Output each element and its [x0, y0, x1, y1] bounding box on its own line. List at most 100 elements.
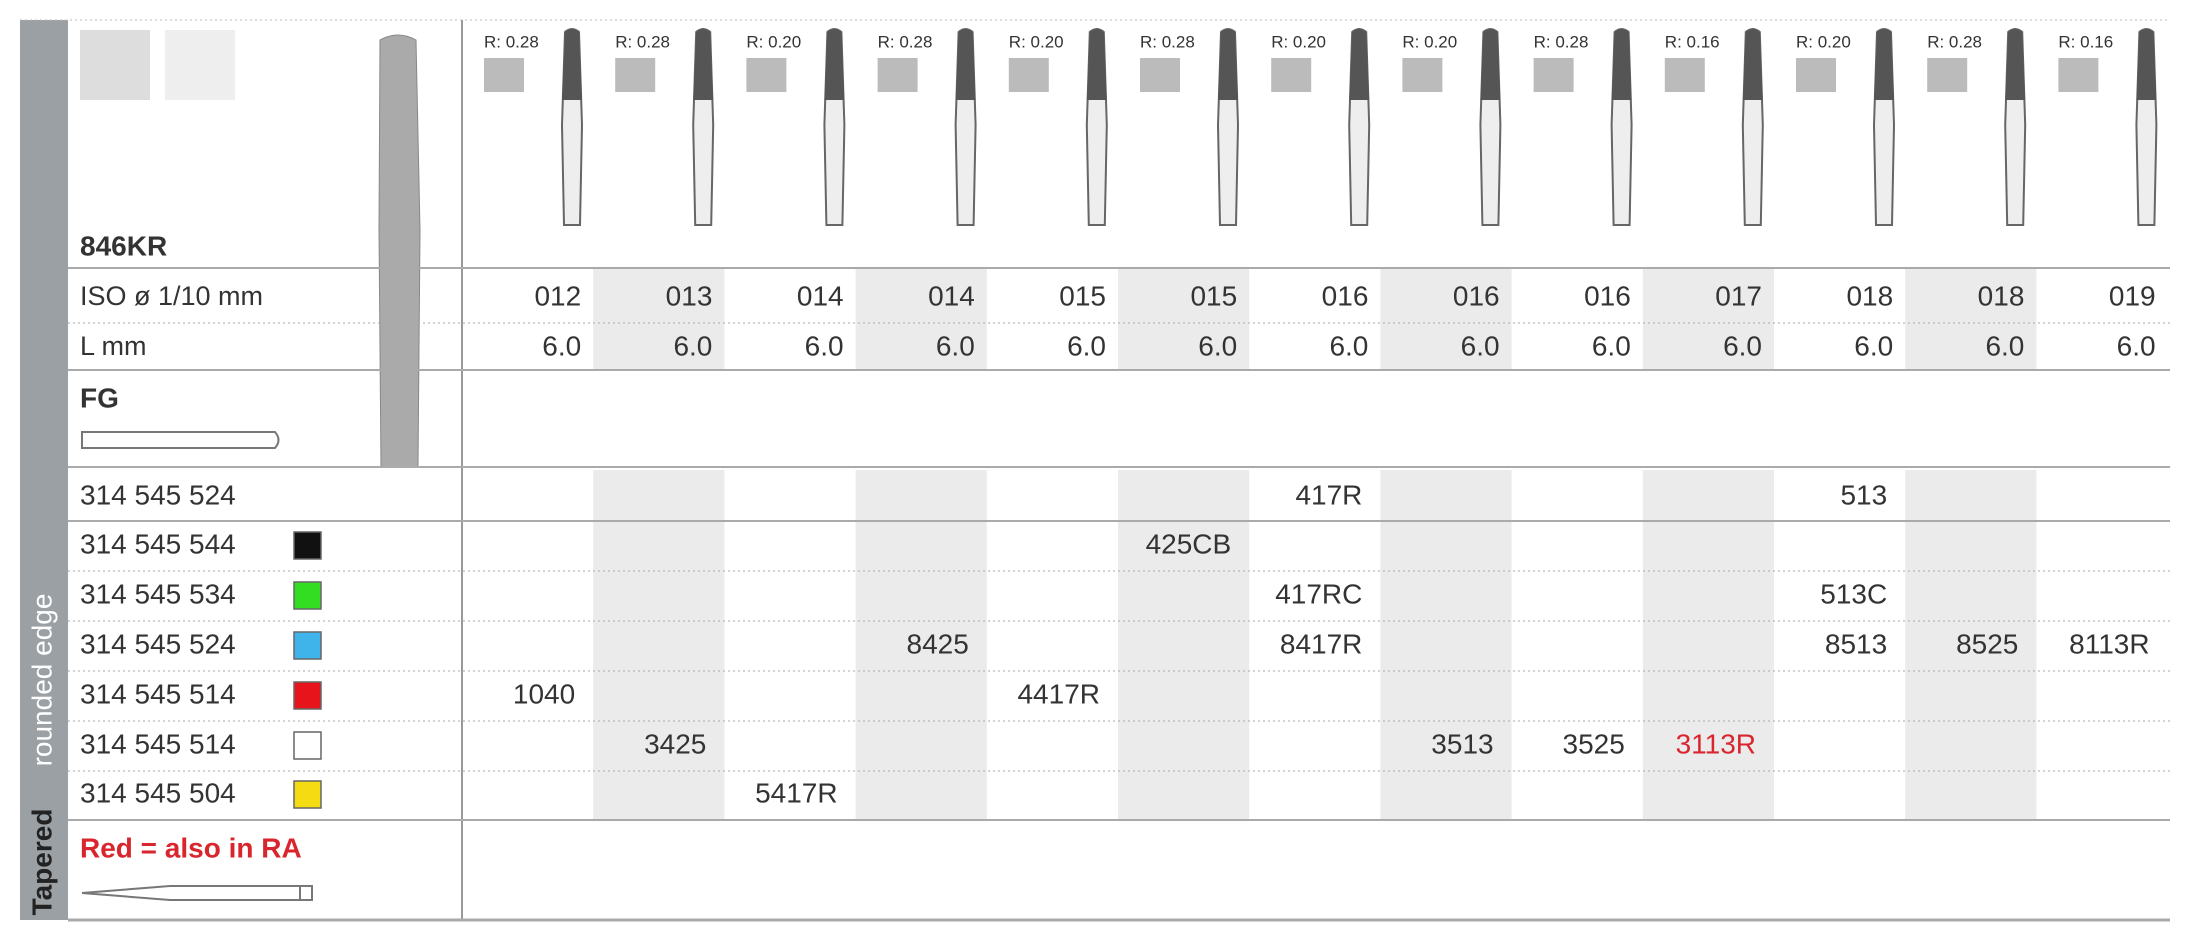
- bur-head: [2005, 29, 2026, 100]
- bur-head: [1874, 29, 1894, 100]
- radius-icon: [615, 58, 656, 92]
- bur-image: [378, 34, 421, 468]
- cell-value: 513C: [1820, 578, 1887, 609]
- col-shade: [593, 470, 725, 820]
- iso-label: ISO ø 1/10 mm: [80, 281, 263, 311]
- col-shade: [1118, 268, 1250, 370]
- iso-value: 014: [928, 280, 975, 311]
- radius-icon: [877, 58, 918, 92]
- iso-value: 018: [1978, 280, 2025, 311]
- iso-value: 012: [534, 280, 581, 311]
- iso-value: 019: [2109, 280, 2156, 311]
- radius-label: R: 0.16: [1665, 32, 1720, 51]
- iso-value: 016: [1322, 280, 1369, 311]
- radius-icon: [1140, 58, 1180, 92]
- iso-value: 016: [1453, 280, 1500, 311]
- length-value: 6.0: [1723, 330, 1762, 361]
- title: 846KR: [80, 230, 167, 261]
- color-swatch: [293, 581, 322, 610]
- color-swatch: [293, 631, 322, 660]
- col-shade: [855, 470, 987, 820]
- color-swatch: [293, 731, 322, 760]
- cell-value: 8425: [907, 628, 969, 659]
- color-swatch: [293, 681, 322, 710]
- cell-value: 1040: [513, 678, 575, 709]
- cell-value: 8417R: [1280, 628, 1363, 659]
- length-label: L mm: [80, 331, 147, 361]
- radius-icon: [1927, 58, 1968, 92]
- length-value: 6.0: [542, 330, 581, 361]
- bur-head: [1611, 29, 1632, 100]
- order-code: 314 545 524: [80, 628, 236, 659]
- radius-label: R: 0.28: [1140, 32, 1195, 51]
- side-label: rounded edge: [26, 594, 57, 767]
- fg-shank: [81, 431, 280, 449]
- col-shade: [593, 268, 725, 370]
- iso-value: 016: [1584, 280, 1631, 311]
- radius-icon: [1402, 58, 1443, 92]
- order-code: 314 545 514: [80, 678, 236, 709]
- radius-icon: [2058, 58, 2099, 92]
- radius-label: R: 0.16: [2058, 32, 2113, 51]
- bur-head: [2136, 29, 2157, 100]
- radius-icon: [1664, 58, 1705, 92]
- iso-value: 017: [1715, 280, 1762, 311]
- bur-head: [1480, 29, 1501, 100]
- tooth-icon: [80, 30, 150, 100]
- radius-label: R: 0.20: [1402, 32, 1457, 51]
- iso-value: 015: [1190, 280, 1237, 311]
- cell-value: 8525: [1956, 628, 2018, 659]
- side-bar: [20, 20, 68, 920]
- order-code: 314 545 504: [80, 777, 236, 808]
- cell-value: 8513: [1825, 628, 1887, 659]
- length-value: 6.0: [1854, 330, 1893, 361]
- shape-label: Tapered: [26, 809, 57, 916]
- order-code: 314 545 534: [80, 578, 236, 609]
- radius-icon: [484, 58, 524, 92]
- radius-icon: [746, 58, 787, 92]
- radius-label: R: 0.28: [1534, 32, 1589, 51]
- cell-value: 3525: [1563, 728, 1625, 759]
- col-shade: [1380, 268, 1512, 370]
- col-shade: [1905, 470, 2037, 820]
- radius-label: R: 0.20: [1009, 32, 1064, 51]
- cell-value: 4417R: [1017, 678, 1100, 709]
- cell-value: 513: [1840, 479, 1887, 510]
- length-value: 6.0: [805, 330, 844, 361]
- bur-head: [693, 29, 714, 100]
- order-code: 314 545 524: [80, 479, 236, 510]
- note: Red = also in RA: [80, 832, 302, 863]
- cell-value: 417R: [1295, 479, 1362, 510]
- radius-icon: [1008, 58, 1049, 92]
- bur-head: [955, 29, 976, 100]
- col-shade: [1380, 470, 1512, 820]
- radius-icon: [1271, 58, 1312, 92]
- length-value: 6.0: [936, 330, 975, 361]
- radius-label: R: 0.28: [1927, 32, 1982, 51]
- bur-head: [1742, 29, 1763, 100]
- length-value: 6.0: [1329, 330, 1368, 361]
- radius-label: R: 0.20: [1796, 32, 1851, 51]
- bur-head: [1349, 29, 1370, 100]
- col-shade: [1642, 470, 1774, 820]
- cell-value: 8113R: [2069, 628, 2149, 659]
- ra-shank: [81, 885, 313, 901]
- iso-value: 015: [1059, 280, 1106, 311]
- col-shade: [1118, 470, 1250, 820]
- length-value: 6.0: [2117, 330, 2156, 361]
- cell-value: 3113R: [1676, 728, 1756, 759]
- radius-label: R: 0.20: [746, 32, 801, 51]
- order-code: 314 545 514: [80, 728, 236, 759]
- shank-label: FG: [80, 382, 119, 413]
- length-value: 6.0: [1067, 330, 1106, 361]
- col-shade: [1642, 268, 1774, 370]
- radius-label: R: 0.28: [615, 32, 670, 51]
- iso-value: 018: [1846, 280, 1893, 311]
- radius-label: R: 0.28: [484, 32, 539, 51]
- order-code: 314 545 544: [80, 528, 236, 559]
- cell-value: 425CB: [1146, 528, 1232, 559]
- radius-label: R: 0.20: [1271, 32, 1326, 51]
- length-value: 6.0: [1985, 330, 2024, 361]
- tooth-icon: [165, 30, 235, 100]
- bur-head: [1086, 29, 1107, 100]
